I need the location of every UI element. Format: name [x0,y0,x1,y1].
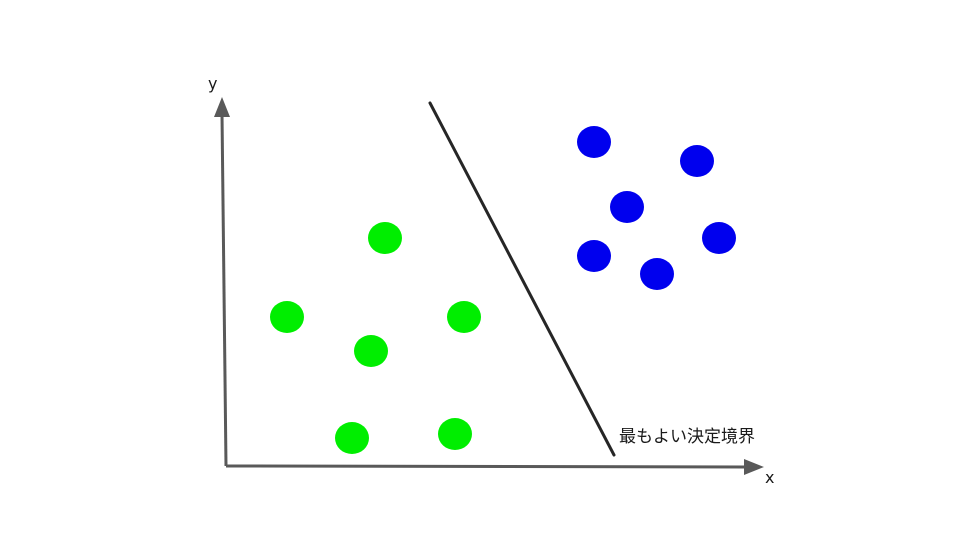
decision-boundary-label: 最もよい決定境界 [619,427,755,447]
blue-point-3 [610,191,644,223]
blue-point-2 [680,145,714,177]
y-axis-label: y [208,74,217,93]
green-point-5 [335,422,369,454]
blue-point-5 [577,240,611,272]
x-axis-label: x [765,468,774,487]
blue-point-4 [702,222,736,254]
x-axis-line [226,466,746,467]
blue-point-1 [577,126,611,158]
green-point-4 [354,335,388,367]
green-point-3 [447,301,481,333]
data-points-group [270,126,736,454]
x-axis-arrowhead [744,459,764,475]
y-axis-arrowhead [214,97,230,117]
green-point-6 [438,418,472,450]
y-axis-line [222,114,226,466]
blue-point-6 [640,258,674,290]
green-point-2 [270,301,304,333]
green-point-1 [368,222,402,254]
